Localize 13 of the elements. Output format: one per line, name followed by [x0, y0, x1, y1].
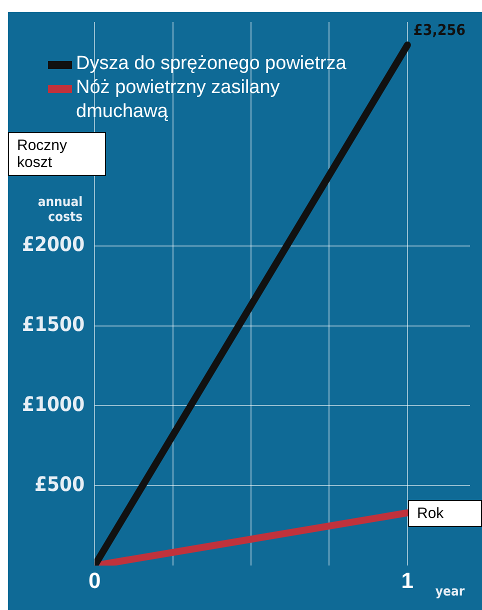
y-tick-label: £500 [34, 472, 85, 496]
legend-label: Nóż powietrzny zasilany dmuchawą [76, 76, 281, 124]
legend-label: Dysza do sprężonego powietrza [76, 52, 346, 76]
y-tick-label: £2000 [22, 232, 85, 256]
annotation: £3,256 [413, 21, 466, 40]
x-tick-label: 0 [88, 568, 101, 593]
y-axis-title: annual costs [38, 194, 83, 225]
y-tick-label: £1000 [22, 392, 85, 416]
y-tick-label: £1500 [22, 312, 85, 336]
annotation: Rok [408, 500, 482, 527]
x-tick-label: 1 [401, 568, 414, 593]
text: Roczny koszt [8, 132, 106, 176]
x-axis-title: year [435, 584, 465, 600]
